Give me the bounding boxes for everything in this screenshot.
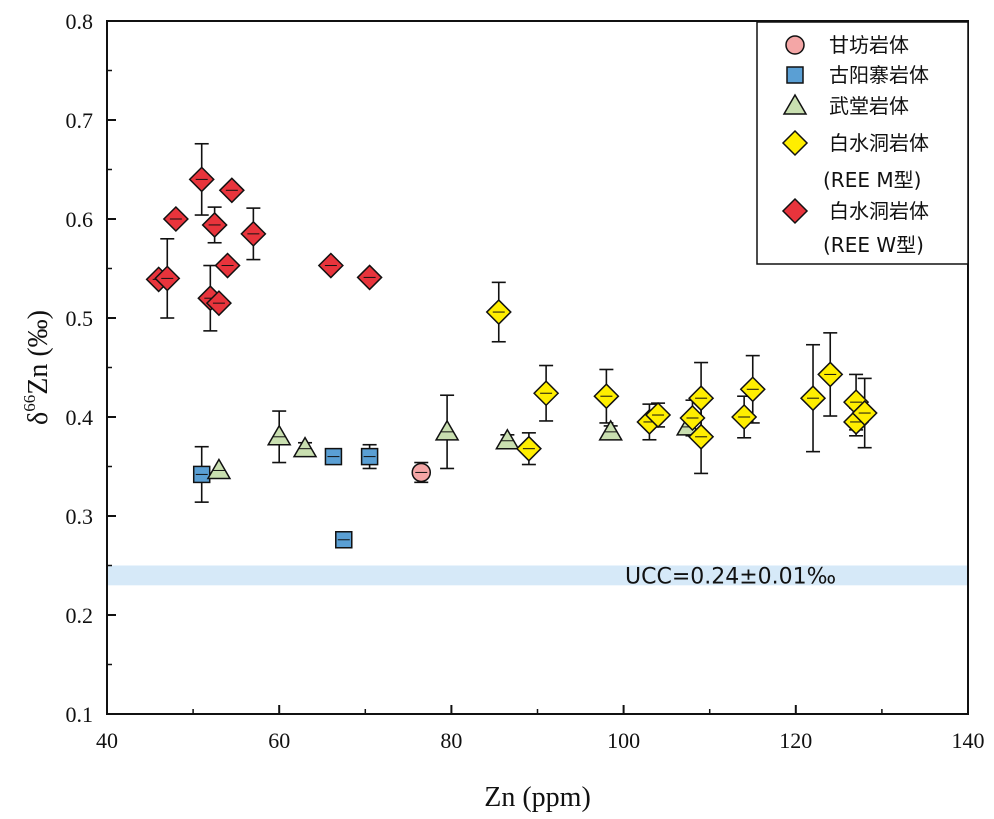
x-tick-label: 120 xyxy=(779,728,812,753)
x-tick-label: 80 xyxy=(440,728,462,753)
legend-label: 甘坊岩体 xyxy=(829,33,909,57)
markers-layer xyxy=(145,166,878,549)
legend-label: 武堂岩体 xyxy=(829,94,909,118)
legend-label: 白水洞岩体 xyxy=(829,199,929,223)
data-point-triangle xyxy=(266,424,292,446)
x-tick-label: 40 xyxy=(96,728,118,753)
legend-marker-square xyxy=(786,66,804,84)
legend-marker-triangle xyxy=(782,93,808,115)
y-tick-label: 0.6 xyxy=(66,207,94,232)
legend-label: 古阳寨岩体 xyxy=(829,63,929,87)
y-tick-label: 0.7 xyxy=(66,108,94,133)
y-axis-title: δ66Zn (‰) xyxy=(20,310,54,425)
ucc-reference-band xyxy=(108,565,967,586)
legend-label-sub: (REE M型) xyxy=(823,168,921,192)
ucc-label: UCC=0.24±0.01‰ xyxy=(625,564,836,589)
x-tick-label: 100 xyxy=(607,728,640,753)
y-axis-title-prefix: δ xyxy=(23,412,54,425)
x-tick-label: 60 xyxy=(268,728,290,753)
data-point-triangle xyxy=(495,428,520,450)
y-tick-label: 0.1 xyxy=(66,702,94,727)
y-tick-label: 0.5 xyxy=(66,306,94,331)
y-tick-label: 0.4 xyxy=(66,405,94,430)
ticks-layer: 40 60 80 100 120 140 0.1 0.2 0.3 0.4 0.5 0.6 0.7 0.8 xyxy=(66,9,985,753)
data-point-triangle xyxy=(598,419,623,441)
data-point-triangle xyxy=(434,419,460,441)
legend-marker-diamond xyxy=(781,129,809,157)
y-tick-label: 0.8 xyxy=(66,9,94,34)
legend-marker-diamond xyxy=(781,197,809,225)
y-axis-title-sup: 66 xyxy=(20,395,39,412)
y-tick-label: 0.3 xyxy=(66,504,94,529)
data-point-triangle xyxy=(206,457,232,480)
legend-label: 白水洞岩体 xyxy=(829,131,929,155)
y-tick-label: 0.2 xyxy=(66,603,94,628)
legend-label-sub: (REE W型) xyxy=(823,233,924,257)
x-tick-label: 140 xyxy=(952,728,985,753)
data-point-triangle xyxy=(292,436,318,458)
y-axis-title-rest: Zn (‰) xyxy=(23,310,54,395)
legend-marker-circle xyxy=(785,35,805,55)
x-axis-title: Zn (ppm) xyxy=(484,782,591,813)
